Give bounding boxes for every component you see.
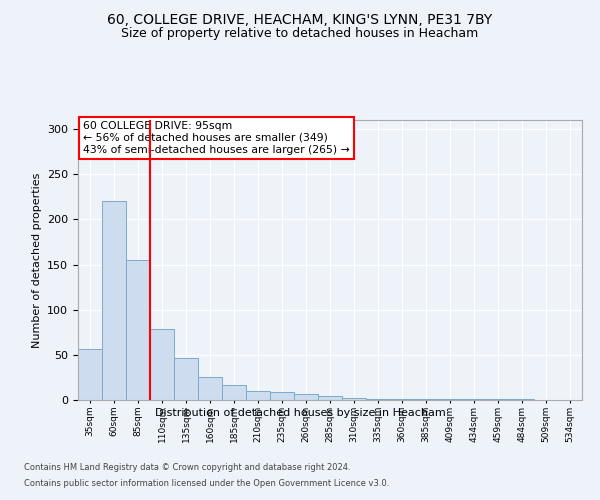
Bar	[222, 384, 246, 400]
Bar	[102, 202, 126, 400]
Bar	[366, 399, 390, 400]
Bar	[486, 399, 510, 400]
Bar	[150, 328, 174, 400]
Text: 60 COLLEGE DRIVE: 95sqm
← 56% of detached houses are smaller (349)
43% of semi-d: 60 COLLEGE DRIVE: 95sqm ← 56% of detache…	[83, 122, 350, 154]
Bar	[390, 399, 414, 400]
Bar	[198, 376, 222, 400]
Bar	[126, 260, 150, 400]
Bar	[342, 398, 366, 400]
Y-axis label: Number of detached properties: Number of detached properties	[32, 172, 41, 348]
Bar	[270, 392, 294, 400]
Bar	[174, 358, 198, 400]
Text: Contains public sector information licensed under the Open Government Licence v3: Contains public sector information licen…	[24, 478, 389, 488]
Bar	[438, 399, 462, 400]
Bar	[462, 399, 486, 400]
Bar	[510, 399, 534, 400]
Text: Distribution of detached houses by size in Heacham: Distribution of detached houses by size …	[155, 408, 445, 418]
Bar	[78, 348, 102, 400]
Text: Contains HM Land Registry data © Crown copyright and database right 2024.: Contains HM Land Registry data © Crown c…	[24, 464, 350, 472]
Bar	[294, 394, 318, 400]
Text: 60, COLLEGE DRIVE, HEACHAM, KING'S LYNN, PE31 7BY: 60, COLLEGE DRIVE, HEACHAM, KING'S LYNN,…	[107, 12, 493, 26]
Bar	[414, 399, 438, 400]
Text: Size of property relative to detached houses in Heacham: Size of property relative to detached ho…	[121, 28, 479, 40]
Bar	[318, 396, 342, 400]
Bar	[246, 391, 270, 400]
